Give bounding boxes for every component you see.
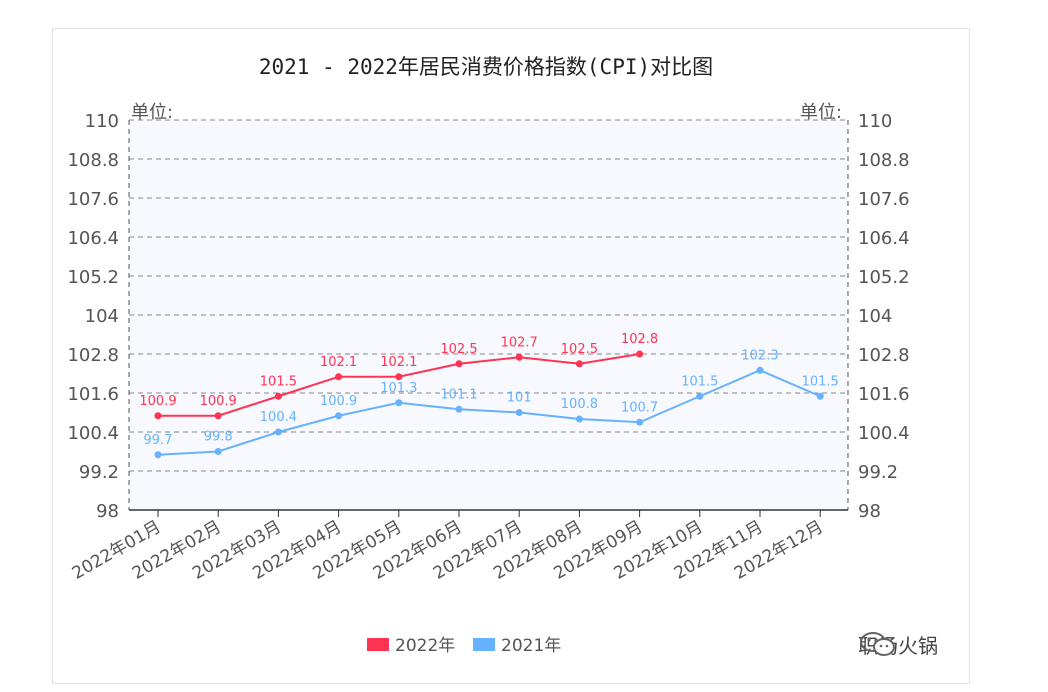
legend-swatch [367,638,389,651]
data-point [696,392,704,400]
data-label: 101.3 [380,381,417,396]
wechat-icon [860,632,895,656]
data-point [274,428,282,436]
data-label: 102.7 [501,335,538,350]
data-point [575,415,583,423]
data-label: 100.7 [621,400,658,415]
data-label: 101.1 [440,387,477,402]
y-tick-label-right: 104 [858,306,892,327]
data-label: 102.3 [741,348,778,363]
data-point [455,360,463,368]
data-point [756,366,764,374]
data-label: 101.5 [802,374,839,389]
data-point [636,418,644,426]
data-label: 101 [507,391,532,406]
data-label: 101.5 [681,374,718,389]
data-point [816,392,824,400]
data-label: 100.9 [320,394,357,409]
y-tick-label-right: 100.4 [858,423,910,444]
data-label: 99.7 [144,433,173,448]
data-point [335,373,343,381]
data-label: 100.9 [200,394,237,409]
y-tick-label-right: 101.6 [858,384,910,405]
data-label: 100.4 [260,410,297,425]
data-point [515,409,523,416]
y-tick-label-right: 107.6 [858,189,910,210]
data-label: 100.9 [139,394,176,409]
y-tick-label-right: 110 [858,111,892,132]
y-tick-label-right: 102.8 [858,345,910,366]
data-point [455,405,463,413]
unit-label-right: 单位: [800,102,842,123]
plot-area [129,120,848,510]
chart-title: 2021 - 2022年居民消费价格指数(CPI)对比图 [259,55,713,79]
y-tick-label-left: 101.6 [67,384,119,405]
y-tick-label-left: 108.8 [67,150,119,171]
y-tick-label-left: 107.6 [67,189,119,210]
data-label: 102.5 [561,342,598,357]
data-point [395,373,403,381]
data-point [515,353,523,361]
data-point [214,448,222,455]
legend-label: 2022年 [395,636,455,656]
watermark-text: 职场火锅 [858,634,938,658]
y-tick-label-left: 98 [96,501,119,522]
y-tick-label-left: 99.2 [79,462,119,483]
data-label: 102.5 [440,342,477,357]
watermark: 职场火锅 [858,630,938,659]
series-line-2021年 [157,369,821,456]
y-tick-label-right: 108.8 [858,150,910,171]
data-point [636,350,644,358]
data-point [214,412,222,420]
data-label: 102.8 [621,332,658,347]
y-tick-label-right: 105.2 [858,267,910,288]
y-tick-label-left: 106.4 [67,228,119,249]
unit-label-left: 单位: [131,102,173,123]
y-tick-label-right: 99.2 [858,462,898,483]
data-point [395,399,403,407]
data-point [335,412,343,420]
data-label: 101.5 [260,374,297,389]
y-tick-label-left: 105.2 [67,267,119,288]
data-label: 102.1 [320,355,357,370]
y-tick-label-left: 100.4 [67,423,119,444]
y-tick-label-right: 106.4 [858,228,910,249]
y-tick-label-left: 104 [85,306,119,327]
legend-swatch [473,638,495,651]
y-tick-label-left: 110 [85,111,119,132]
data-label: 100.8 [561,397,598,412]
data-point [154,451,162,459]
data-point [154,412,162,420]
data-label: 99.8 [204,430,233,445]
data-point [274,392,282,400]
legend-label: 2021年 [501,636,561,656]
legend: 2022年 2021年 [367,636,561,656]
y-tick-label-left: 102.8 [67,345,119,366]
y-tick-label-right: 98 [858,501,881,522]
data-point [575,360,583,368]
data-label: 102.1 [380,355,417,370]
